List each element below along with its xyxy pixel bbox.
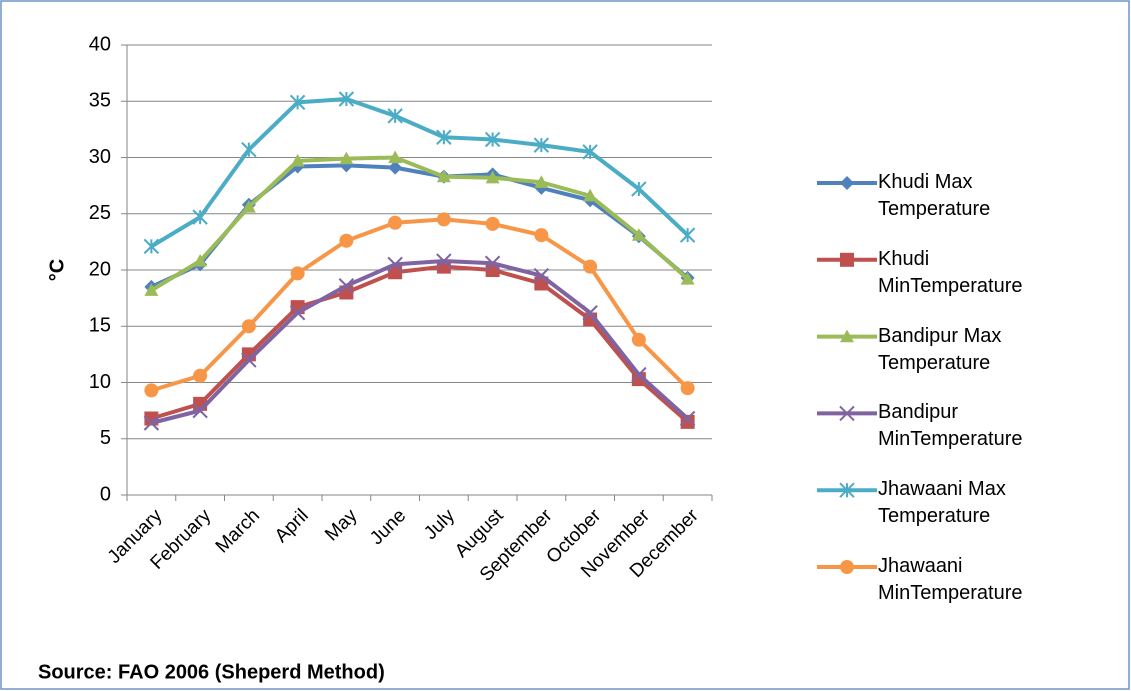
data-point [582, 144, 598, 160]
series-line [150, 259, 689, 425]
source-note: Source: FAO 2006 (Sheperd Method) [38, 661, 385, 683]
data-point [582, 305, 598, 321]
legend-label: Jhawaani Max Temperature [878, 478, 1006, 528]
y-tick-label: 35 [89, 90, 111, 112]
data-point [436, 129, 452, 145]
data-point [484, 255, 501, 271]
data-point [583, 259, 598, 274]
data-point [388, 150, 403, 164]
data-point [680, 272, 695, 285]
data-point [289, 94, 306, 111]
data-point [631, 228, 646, 241]
data-point [679, 227, 696, 243]
data-point [143, 238, 160, 255]
series-line [150, 264, 689, 424]
data-point [241, 319, 256, 334]
y-axis-label: °C [46, 259, 68, 281]
data-point [289, 305, 306, 321]
legend-marker [839, 405, 855, 422]
x-tick-label: April [271, 505, 313, 547]
data-point [338, 278, 355, 294]
data-point [436, 253, 452, 269]
legend-marker [840, 329, 854, 343]
data-point [387, 256, 403, 273]
data-point [533, 267, 550, 284]
data-point [631, 366, 647, 383]
data-point [387, 108, 403, 124]
data-point [485, 216, 500, 231]
data-point [338, 91, 355, 107]
data-point [290, 266, 305, 281]
data-point [241, 141, 257, 158]
data-point [534, 228, 549, 243]
legend-label: Bandipur Max Temperature [878, 324, 1002, 374]
data-point [193, 368, 208, 383]
x-tick-label: March [212, 505, 264, 557]
data-point [339, 151, 354, 165]
data-point [583, 188, 598, 202]
legend-label: Khudi Max Temperature [878, 171, 991, 220]
data-point [192, 402, 208, 419]
data-point [631, 332, 646, 347]
y-tick-label: 30 [89, 146, 111, 168]
y-tick-label: 10 [89, 371, 111, 393]
data-point [339, 233, 354, 248]
data-point [679, 410, 696, 427]
y-tick-label: 40 [89, 33, 111, 55]
legend-marker [840, 560, 854, 574]
data-point [241, 352, 257, 368]
data-point [241, 200, 256, 213]
data-point [534, 175, 549, 188]
series-line [150, 97, 689, 249]
data-point [388, 215, 403, 230]
data-point [290, 153, 305, 167]
y-tick-label: 5 [100, 427, 111, 449]
data-point [436, 169, 451, 183]
data-point [631, 181, 647, 197]
data-point [484, 131, 501, 148]
data-point [680, 381, 695, 396]
legend-marker [839, 482, 855, 498]
x-tick-label: May [321, 505, 362, 546]
legend-label: Jhawaani MinTemperature [878, 555, 1023, 604]
data-point [680, 414, 695, 429]
data-point [533, 137, 550, 153]
data-point [485, 170, 500, 184]
y-tick-label: 25 [89, 202, 111, 224]
y-tick-label: 20 [89, 258, 111, 280]
data-point [144, 283, 159, 296]
data-point [143, 415, 160, 431]
data-point [193, 254, 208, 267]
legend-label: Khudi MinTemperature [878, 247, 1023, 297]
data-point [388, 160, 403, 175]
series-line [150, 217, 690, 393]
y-tick-label: 15 [89, 315, 111, 337]
legend-marker [840, 176, 854, 190]
data-point [144, 383, 159, 398]
y-tick-label: 0 [100, 483, 111, 505]
data-point [192, 209, 208, 225]
data-point [436, 212, 451, 227]
legend-marker [840, 252, 854, 267]
x-tick-label: June [366, 505, 410, 549]
series-line [150, 155, 689, 292]
x-tick-label: July [420, 505, 459, 544]
legend-label: Bandipur MinTemperature [878, 401, 1023, 451]
